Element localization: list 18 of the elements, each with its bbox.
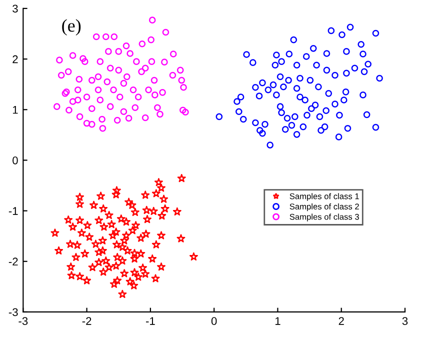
x-tick-label: -3 xyxy=(18,317,28,325)
y-tick-label: 1 xyxy=(12,106,18,114)
y-tick-label: 2 xyxy=(12,55,18,64)
y-tick-label: -2 xyxy=(8,258,18,266)
y-tick-label: 0 xyxy=(12,156,18,164)
x-tick-label: -1 xyxy=(146,317,155,325)
y-tick-label: -3 xyxy=(8,308,18,316)
x-tick-label: 2 xyxy=(338,317,344,325)
legend-label: Samples of class 2 xyxy=(290,203,359,212)
x-tick-label: 0 xyxy=(211,317,217,325)
annotation: (e) xyxy=(62,19,81,36)
x-tick-label: -2 xyxy=(82,317,92,325)
legend-label: Samples of class 1 xyxy=(290,193,359,201)
x-tick-label: 1 xyxy=(275,317,280,325)
y-tick-label: -1 xyxy=(8,207,18,215)
y-tick-label: 3 xyxy=(12,4,18,13)
x-tick-label: 3 xyxy=(402,317,408,325)
legend-label: Samples of class 3 xyxy=(290,214,359,222)
